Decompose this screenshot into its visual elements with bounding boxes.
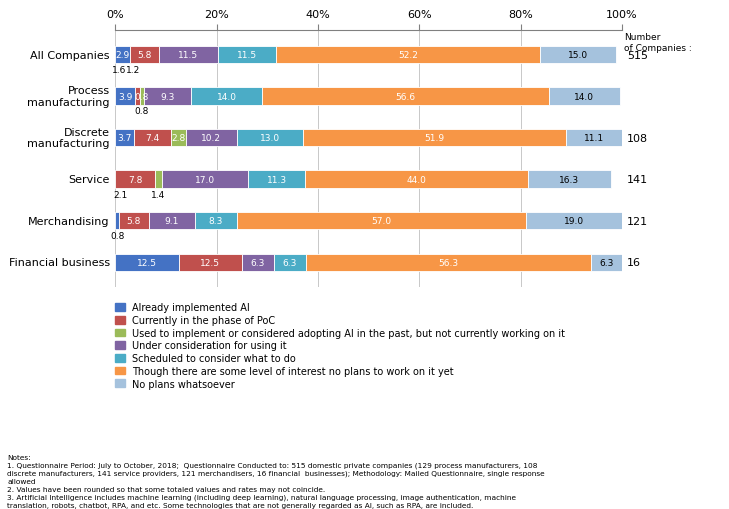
Bar bbox=[115, 47, 130, 64]
Text: 51.9: 51.9 bbox=[424, 134, 445, 143]
Bar bbox=[237, 130, 303, 147]
Text: 11.1: 11.1 bbox=[584, 134, 604, 143]
Bar bbox=[274, 254, 305, 271]
Text: 8.3: 8.3 bbox=[208, 217, 223, 226]
Text: 2.9: 2.9 bbox=[115, 51, 130, 60]
Text: 56.3: 56.3 bbox=[438, 258, 459, 267]
Bar bbox=[566, 130, 623, 147]
Bar bbox=[242, 254, 274, 271]
Text: 5.8: 5.8 bbox=[127, 217, 141, 226]
Text: 7.4: 7.4 bbox=[146, 134, 160, 143]
Bar bbox=[186, 130, 237, 147]
Bar bbox=[549, 88, 620, 105]
Text: 14.0: 14.0 bbox=[217, 92, 237, 101]
Bar bbox=[140, 88, 144, 105]
Text: 16: 16 bbox=[627, 258, 641, 268]
Bar bbox=[217, 47, 276, 64]
Text: 1.4: 1.4 bbox=[151, 190, 165, 199]
Text: 52.2: 52.2 bbox=[398, 51, 418, 60]
Bar bbox=[120, 213, 149, 230]
Bar bbox=[149, 213, 195, 230]
Text: 15.0: 15.0 bbox=[568, 51, 588, 60]
Text: 11.5: 11.5 bbox=[179, 51, 198, 60]
Bar bbox=[248, 171, 305, 188]
Bar bbox=[130, 47, 159, 64]
Text: 0.8: 0.8 bbox=[135, 107, 149, 116]
Text: 11.3: 11.3 bbox=[267, 175, 286, 184]
Bar bbox=[262, 88, 549, 105]
Text: 17.0: 17.0 bbox=[195, 175, 215, 184]
Text: 44.0: 44.0 bbox=[407, 175, 426, 184]
Text: 12.5: 12.5 bbox=[137, 258, 157, 267]
Text: 3.7: 3.7 bbox=[117, 134, 132, 143]
Bar bbox=[305, 254, 591, 271]
Bar bbox=[144, 88, 191, 105]
Text: 57.0: 57.0 bbox=[371, 217, 391, 226]
Text: 108: 108 bbox=[627, 133, 648, 144]
Text: Notes:
1. Questionnaire Period: July to October, 2018;  Questionnaire Conducted : Notes: 1. Questionnaire Period: July to … bbox=[7, 454, 545, 508]
Bar bbox=[115, 130, 134, 147]
Text: 16.3: 16.3 bbox=[559, 175, 580, 184]
Text: 1.2: 1.2 bbox=[126, 66, 140, 75]
Text: 0.8: 0.8 bbox=[110, 232, 125, 241]
Text: 11.5: 11.5 bbox=[237, 51, 257, 60]
Text: 7.8: 7.8 bbox=[128, 175, 142, 184]
Bar bbox=[134, 130, 171, 147]
Text: 13.0: 13.0 bbox=[260, 134, 280, 143]
Bar bbox=[115, 254, 179, 271]
Bar bbox=[237, 213, 526, 230]
Text: 1.6: 1.6 bbox=[112, 66, 126, 75]
Bar bbox=[179, 254, 242, 271]
Bar bbox=[135, 88, 140, 105]
Bar bbox=[155, 171, 162, 188]
Text: 141: 141 bbox=[627, 175, 648, 185]
Text: 9.1: 9.1 bbox=[165, 217, 179, 226]
Text: 56.6: 56.6 bbox=[395, 92, 416, 101]
Text: 5.8: 5.8 bbox=[137, 51, 152, 60]
Text: 19.0: 19.0 bbox=[564, 217, 584, 226]
Bar bbox=[526, 213, 622, 230]
Text: 6.3: 6.3 bbox=[283, 258, 297, 267]
Bar bbox=[591, 254, 623, 271]
Bar bbox=[115, 171, 155, 188]
Bar bbox=[115, 213, 120, 230]
Legend: Already implemented AI, Currently in the phase of PoC, Used to implement or cons: Already implemented AI, Currently in the… bbox=[115, 303, 566, 389]
Bar bbox=[276, 47, 540, 64]
Text: 6.3: 6.3 bbox=[251, 258, 265, 267]
Bar bbox=[303, 130, 566, 147]
Bar bbox=[528, 171, 611, 188]
Text: 0.8: 0.8 bbox=[135, 92, 149, 101]
Text: 3.9: 3.9 bbox=[118, 92, 132, 101]
Text: 2.1: 2.1 bbox=[114, 190, 128, 199]
Text: 121: 121 bbox=[627, 216, 648, 226]
Bar bbox=[159, 47, 217, 64]
Bar bbox=[162, 171, 248, 188]
Bar bbox=[305, 171, 528, 188]
Text: 10.2: 10.2 bbox=[201, 134, 222, 143]
Text: 9.3: 9.3 bbox=[160, 92, 175, 101]
Bar bbox=[191, 88, 262, 105]
Text: 515: 515 bbox=[627, 50, 648, 61]
Text: Number
of Companies :: Number of Companies : bbox=[624, 33, 692, 52]
Bar bbox=[171, 130, 186, 147]
Bar bbox=[195, 213, 237, 230]
Bar bbox=[115, 88, 135, 105]
Bar bbox=[540, 47, 616, 64]
Text: 12.5: 12.5 bbox=[200, 258, 220, 267]
Text: 2.8: 2.8 bbox=[171, 134, 186, 143]
Text: 14.0: 14.0 bbox=[574, 92, 594, 101]
Text: 6.3: 6.3 bbox=[600, 258, 614, 267]
